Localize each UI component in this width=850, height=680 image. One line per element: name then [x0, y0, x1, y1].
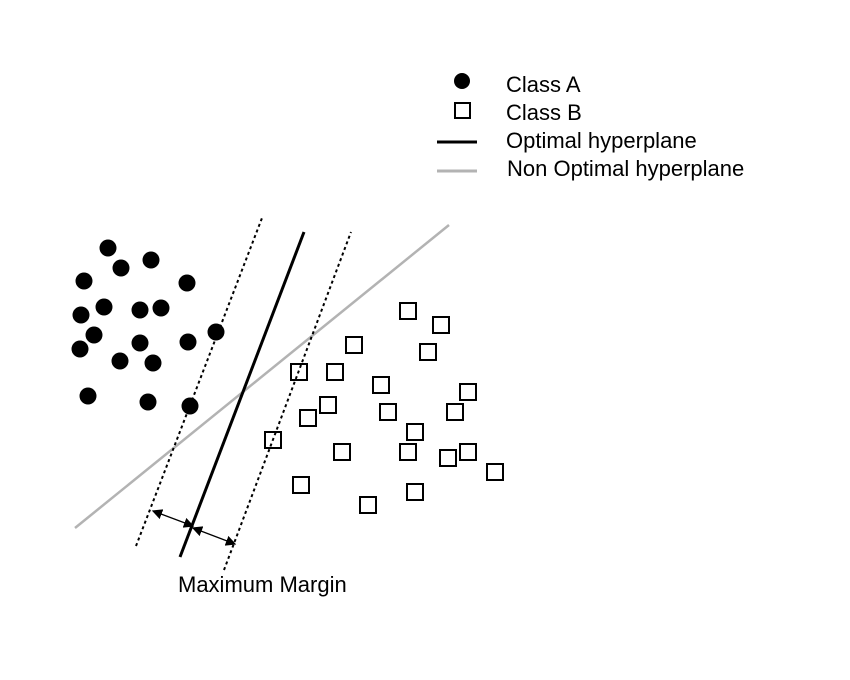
- class-a-point: [112, 259, 130, 277]
- class-a-points: [71, 239, 225, 415]
- class-b-point: [399, 443, 417, 461]
- class-a-point: [111, 352, 129, 370]
- margin-boundary-right: [223, 231, 352, 571]
- legend-class-b-label: Class B: [506, 100, 582, 125]
- class-b-point: [345, 336, 363, 354]
- non-optimal-hyperplane: [74, 224, 450, 529]
- class-b-point: [290, 363, 308, 381]
- class-b-point: [264, 431, 282, 449]
- class-a-point: [71, 340, 89, 358]
- optimal-hyperplane: [178, 231, 306, 558]
- legend-class-b-marker: [454, 102, 471, 119]
- class-a-point: [131, 301, 149, 319]
- legend-class-a-marker: [454, 73, 470, 89]
- class-b-point: [486, 463, 504, 481]
- class-a-point: [85, 326, 103, 344]
- margin-arrow-right: [191, 526, 237, 546]
- class-a-point: [142, 251, 160, 269]
- margin-arrow-left: [151, 509, 195, 528]
- class-b-point: [432, 316, 450, 334]
- class-a-point: [72, 306, 90, 324]
- legend-optimal-label: Optimal hyperplane: [506, 128, 697, 153]
- class-b-point: [379, 403, 397, 421]
- class-b-point: [372, 376, 390, 394]
- class-b-point: [333, 443, 351, 461]
- class-a-point: [75, 272, 93, 290]
- class-b-point: [459, 443, 477, 461]
- class-b-point: [292, 476, 310, 494]
- class-a-point: [131, 334, 149, 352]
- class-b-point: [446, 403, 464, 421]
- class-b-point: [326, 363, 344, 381]
- class-b-point: [359, 496, 377, 514]
- class-b-point: [399, 302, 417, 320]
- class-b-point: [299, 409, 317, 427]
- class-b-point: [406, 483, 424, 501]
- class-a-point: [99, 239, 117, 257]
- class-b-point: [459, 383, 477, 401]
- class-a-point: [144, 354, 162, 372]
- class-a-point: [179, 333, 197, 351]
- legend: Class A Class B Optimal hyperplane Non O…: [437, 72, 744, 181]
- maximum-margin-label: Maximum Margin: [178, 572, 347, 597]
- class-b-points: [264, 302, 504, 514]
- class-b-point: [419, 343, 437, 361]
- class-b-point: [406, 423, 424, 441]
- legend-class-a-label: Class A: [506, 72, 581, 97]
- class-a-point: [152, 299, 170, 317]
- legend-non-optimal-label: Non Optimal hyperplane: [507, 156, 744, 181]
- class-b-point: [439, 449, 457, 467]
- margin-boundary-left: [135, 217, 263, 547]
- class-b-point: [319, 396, 337, 414]
- class-a-point: [178, 274, 196, 292]
- class-a-point: [139, 393, 157, 411]
- class-a-point: [95, 298, 113, 316]
- class-a-point: [207, 323, 225, 341]
- class-a-point: [181, 397, 199, 415]
- class-a-point: [79, 387, 97, 405]
